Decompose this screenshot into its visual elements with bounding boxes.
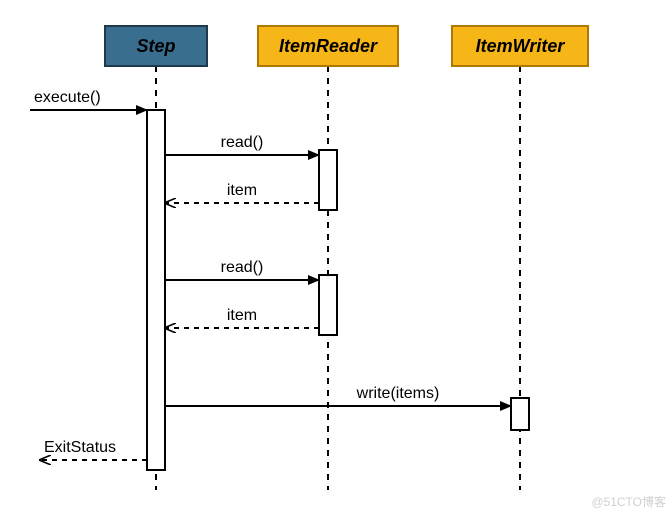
message-label: read() xyxy=(221,134,264,151)
message-write: write(items) xyxy=(165,385,511,406)
message-read1: read() xyxy=(165,134,319,155)
lifeline-label: ItemReader xyxy=(279,36,378,56)
message-item1: item xyxy=(165,182,319,203)
lifeline-label: ItemWriter xyxy=(476,36,566,56)
message-label: item xyxy=(227,307,257,324)
activation-bar xyxy=(147,110,165,470)
activation-bar xyxy=(319,275,337,335)
lifeline-reader: ItemReader xyxy=(258,26,398,490)
activation-bar xyxy=(319,150,337,210)
lifeline-writer: ItemWriter xyxy=(452,26,588,490)
watermark: @51CTO博客 xyxy=(591,493,666,510)
message-item2: item xyxy=(165,307,319,328)
message-label: ExitStatus xyxy=(44,439,116,456)
message-label: write(items) xyxy=(356,385,440,402)
message-execute: execute() xyxy=(30,89,147,110)
lifeline-label: Step xyxy=(136,36,175,56)
message-read2: read() xyxy=(165,259,319,280)
message-label: execute() xyxy=(34,89,101,106)
lifeline-step: Step xyxy=(105,26,207,490)
activation-bar xyxy=(511,398,529,430)
message-label: item xyxy=(227,182,257,199)
message-exit: ExitStatus xyxy=(40,439,147,460)
message-label: read() xyxy=(221,259,264,276)
